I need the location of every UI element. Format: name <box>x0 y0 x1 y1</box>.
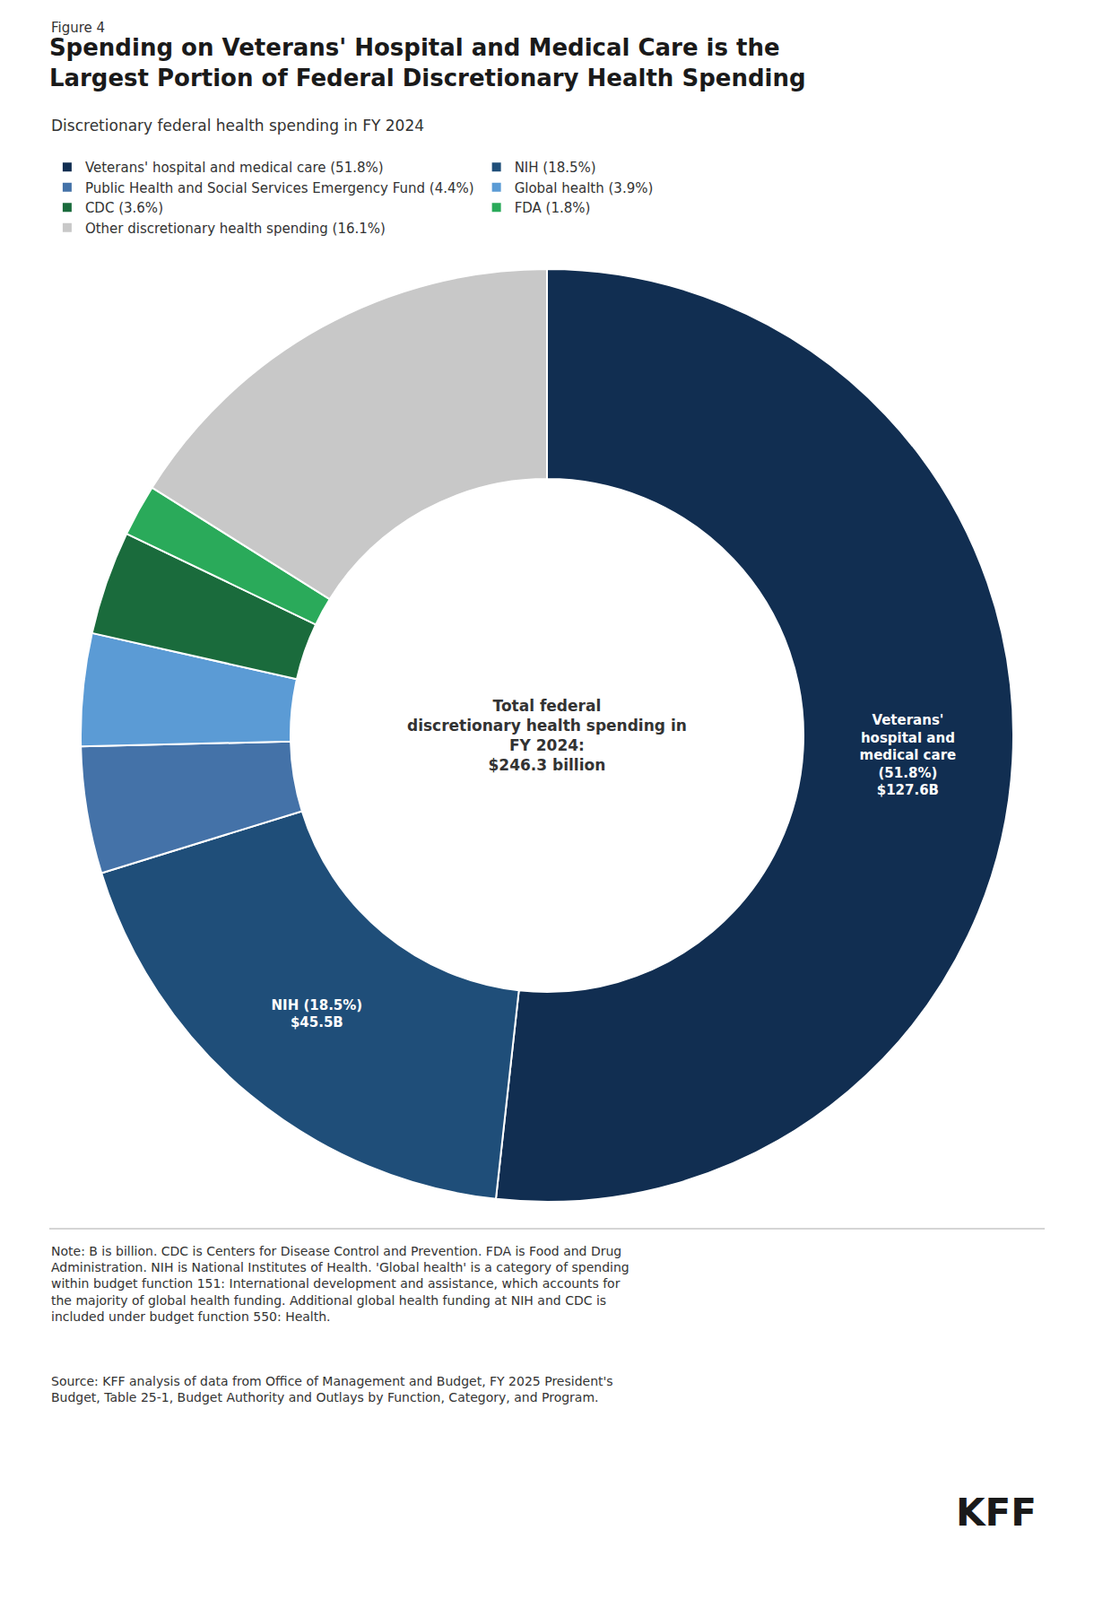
svg-text:Total federaldiscretionary hea: Total federaldiscretionary health spendi… <box>407 696 687 774</box>
svg-text:NIH (18.5%): NIH (18.5%) <box>514 159 597 176</box>
svg-text:Source: KFF analysis of data f: Source: KFF analysis of data from Office… <box>51 1373 614 1405</box>
svg-text:CDC (3.6%): CDC (3.6%) <box>85 199 164 217</box>
svg-text:Figure 4: Figure 4 <box>51 19 105 36</box>
svg-text:Discretionary federal health s: Discretionary federal health spending in… <box>51 116 425 135</box>
svg-text:FDA (1.8%): FDA (1.8%) <box>514 199 591 217</box>
svg-text:Veterans' hospital and medical: Veterans' hospital and medical care (51.… <box>85 159 384 176</box>
svg-text:NIH (18.5%)$45.5B: NIH (18.5%)$45.5B <box>270 997 363 1032</box>
svg-text:Other discretionary health spe: Other discretionary health spending (16.… <box>85 220 386 237</box>
svg-text:Public Health and Social Servi: Public Health and Social Services Emerge… <box>85 180 475 197</box>
svg-text:KFF: KFF <box>955 1490 1037 1535</box>
svg-text:Spending on Veterans' Hospital: Spending on Veterans' Hospital and Medic… <box>49 34 807 92</box>
svg-text:Note: B is billion. CDC is Cen: Note: B is billion. CDC is Centers for D… <box>51 1243 630 1324</box>
svg-text:Veterans'hospital andmedical c: Veterans'hospital andmedical care(51.8%)… <box>859 711 957 799</box>
svg-text:Global health (3.9%): Global health (3.9%) <box>514 180 654 197</box>
